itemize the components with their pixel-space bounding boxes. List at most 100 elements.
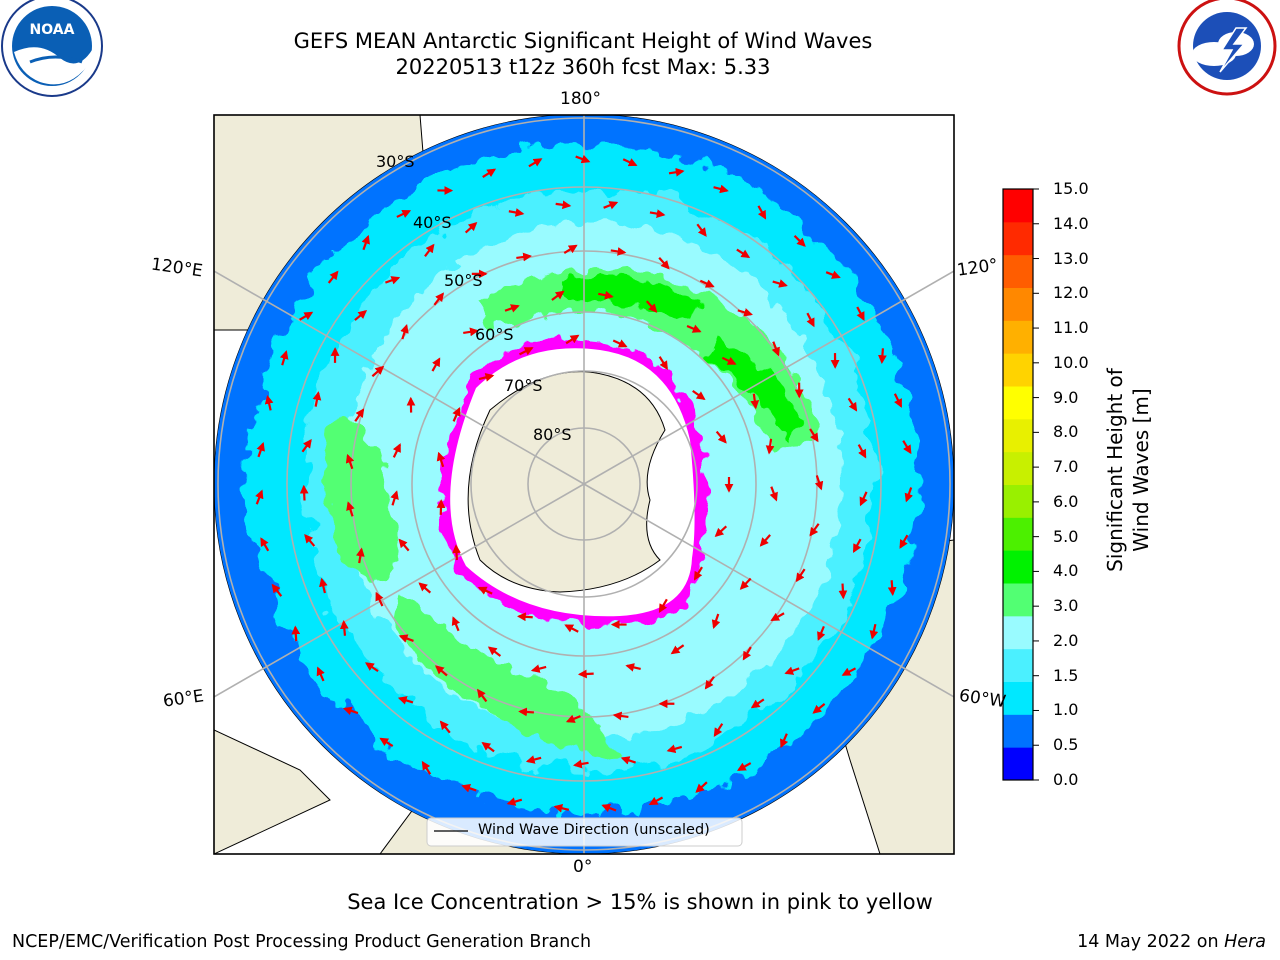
wind-arrow	[736, 248, 751, 259]
wind-arrow	[603, 201, 619, 210]
colorbar-tick-label: 8.0	[1053, 422, 1079, 442]
colorbar-segment	[1003, 714, 1033, 748]
colorbar-segment	[1003, 681, 1033, 715]
colorbar-frame	[1002, 188, 1034, 781]
wind-arrow	[902, 440, 912, 455]
colorbar-segment	[1003, 418, 1033, 453]
nws-logo	[1177, 0, 1277, 96]
wind-arrow	[361, 234, 370, 251]
colorbar-tick-label: 1.5	[1053, 665, 1079, 685]
colorbar-segment	[1003, 747, 1033, 781]
wind-arrow	[354, 408, 365, 422]
wind-arrow	[878, 348, 887, 364]
wind-arrow	[721, 356, 737, 365]
wind-arrow	[847, 397, 858, 412]
colorbar-tick-label: 13.0	[1053, 248, 1089, 268]
colorbar-segment	[1003, 320, 1033, 354]
wind-arrow	[508, 208, 525, 217]
wind-arrow	[398, 538, 410, 552]
wind-arrow	[487, 646, 502, 657]
wind-arrow	[279, 350, 289, 366]
wind-arrow	[713, 184, 729, 194]
wind-arrow	[869, 623, 879, 640]
wind-arrow	[260, 537, 270, 552]
wind-arrow	[809, 523, 820, 537]
wind-arrow	[793, 235, 806, 247]
wind-arrow	[769, 486, 778, 502]
wind-arrow-field	[255, 154, 914, 813]
colorbar-tick-label: 0.0	[1053, 770, 1079, 789]
wind-arrow	[528, 158, 543, 168]
colorbar-tick-label: 10.0	[1053, 352, 1089, 372]
wind-arrow	[658, 257, 670, 270]
noaa-logo: NOAA	[1, 0, 103, 97]
footer-credit: NCEP/EMC/Verification Post Processing Pr…	[12, 932, 592, 952]
wind-arrow	[771, 341, 780, 357]
wind-arrow	[852, 538, 862, 553]
wind-arrow	[838, 583, 848, 600]
wind-arrow	[737, 308, 753, 317]
wind-arrow	[686, 324, 702, 333]
wind-arrow	[434, 665, 448, 677]
colorbar-segment	[1003, 648, 1033, 682]
wind-arrow	[668, 167, 685, 177]
lat-label-30s: 30°S	[376, 152, 415, 171]
wind-arrow	[482, 168, 497, 178]
wind-arrow	[812, 703, 826, 714]
colorbar-segment	[1003, 550, 1033, 584]
wind-arrow	[530, 664, 547, 673]
wind-arrow	[666, 744, 683, 754]
wind-arrow	[658, 356, 668, 371]
wind-arrow	[365, 662, 379, 673]
wind-arrow	[742, 646, 752, 661]
wind-arrow	[899, 534, 909, 549]
wind-arrow	[436, 451, 446, 468]
lat-label-40s: 40°S	[413, 213, 452, 232]
wind-arrow	[598, 290, 614, 300]
colorbar-segment	[1003, 615, 1033, 650]
wind-arrow	[463, 327, 479, 337]
wind-arrow	[398, 634, 414, 643]
wind-arrow	[392, 443, 401, 458]
wind-arrow	[385, 276, 401, 285]
wind-arrow	[379, 737, 394, 747]
wind-arrow	[400, 324, 409, 340]
wind-arrow	[342, 706, 359, 716]
footer-date: 14 May 2022 on Hera	[1077, 932, 1266, 952]
wind-arrow	[424, 243, 435, 257]
wind-arrow	[255, 489, 264, 505]
wind-arrow	[856, 306, 865, 321]
wind-arrow	[553, 803, 570, 813]
wind-arrow	[658, 598, 668, 613]
wind-arrow	[421, 760, 432, 775]
colorbar-tick-label: 4.0	[1053, 561, 1079, 581]
wind-arrow	[418, 582, 432, 594]
wind-arrow	[649, 209, 666, 218]
wind-arrow	[573, 759, 589, 769]
wind-arrow	[565, 714, 581, 723]
wind-arrow	[757, 205, 767, 220]
wind-arrow	[339, 620, 349, 636]
wind-arrow	[565, 334, 580, 345]
wind-arrow	[375, 591, 384, 607]
lon-label-0: 0°	[573, 857, 593, 877]
wind-arrow	[759, 534, 771, 547]
colorbar-tick-label: 15.0	[1053, 179, 1089, 198]
wind-arrow	[299, 311, 314, 321]
wind-arrow	[904, 487, 914, 503]
wind-arrow	[516, 252, 532, 262]
wind-arrow	[461, 784, 477, 793]
wind-arrow	[271, 583, 283, 597]
wind-arrow	[645, 300, 658, 313]
colorbar-segment	[1003, 451, 1033, 485]
colorbar-tick-label: 12.0	[1053, 283, 1089, 303]
wind-arrow	[696, 223, 707, 237]
colorbar-label: Significant Height of Wind Waves [m]	[1103, 368, 1153, 572]
wind-arrow	[857, 444, 867, 459]
wind-arrow	[564, 624, 579, 633]
colorbar-tick-label: 0.5	[1053, 735, 1079, 755]
wind-arrow	[695, 781, 708, 793]
wind-arrow	[577, 669, 594, 679]
wind-arrow	[371, 365, 385, 378]
wind-arrow	[304, 533, 316, 547]
